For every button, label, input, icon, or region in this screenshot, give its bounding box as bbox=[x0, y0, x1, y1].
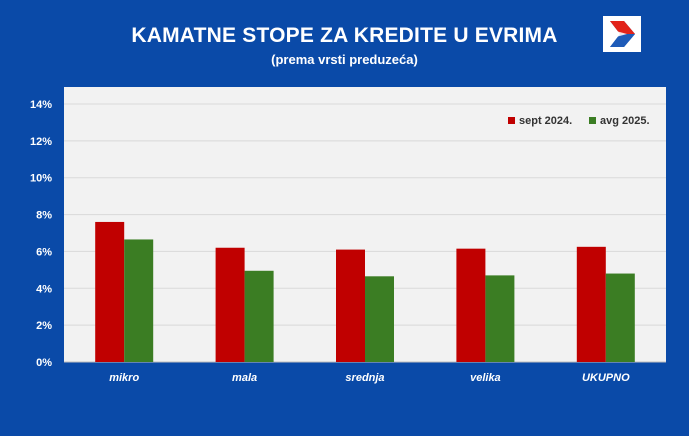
x-category-label: mikro bbox=[109, 372, 139, 384]
bar-sept-2024 bbox=[336, 249, 365, 362]
y-tick-label: 12% bbox=[30, 136, 52, 148]
arrow-logo-icon bbox=[603, 16, 641, 52]
y-tick-label: 4% bbox=[36, 283, 52, 295]
legend-swatch bbox=[508, 117, 515, 124]
bar-sept-2024 bbox=[576, 246, 606, 362]
bar-avg-2025 bbox=[485, 275, 515, 362]
legend-label: sept 2024. bbox=[519, 115, 572, 127]
x-category-label: UKUPNO bbox=[582, 372, 630, 384]
x-axis-categories: mikro mala srednja velika UKUPNO bbox=[109, 372, 630, 384]
legend: sept 2024. avg 2025. bbox=[508, 115, 650, 127]
bar-sept-2024 bbox=[95, 221, 125, 362]
bar-avg-2025 bbox=[605, 273, 635, 362]
y-tick-label: 6% bbox=[36, 246, 52, 258]
y-tick-label: 2% bbox=[36, 320, 52, 332]
chart-title: KAMATNE STOPE ZA KREDITE U EVRIMA bbox=[131, 24, 558, 47]
x-category-label: srednja bbox=[345, 372, 384, 384]
legend-label: avg 2025. bbox=[600, 115, 650, 127]
legend-swatch bbox=[589, 117, 596, 124]
y-tick-label: 0% bbox=[36, 357, 52, 369]
bars bbox=[95, 221, 635, 362]
x-category-label: velika bbox=[470, 372, 501, 384]
y-tick-label: 10% bbox=[30, 173, 52, 185]
chart-subtitle: (prema vrsti preduzeća) bbox=[271, 52, 418, 67]
y-axis-ticks: 0% 2% 4% 6% 8% 10% 12% 14% bbox=[30, 99, 52, 369]
x-category-label: mala bbox=[232, 372, 257, 384]
bar-sept-2024 bbox=[456, 248, 486, 362]
bar-sept-2024 bbox=[215, 247, 245, 362]
y-tick-label: 14% bbox=[30, 99, 52, 111]
bar-avg-2025 bbox=[244, 270, 274, 362]
bar-avg-2025 bbox=[124, 239, 154, 362]
y-tick-label: 8% bbox=[36, 210, 52, 222]
bar-avg-2025 bbox=[365, 276, 394, 362]
